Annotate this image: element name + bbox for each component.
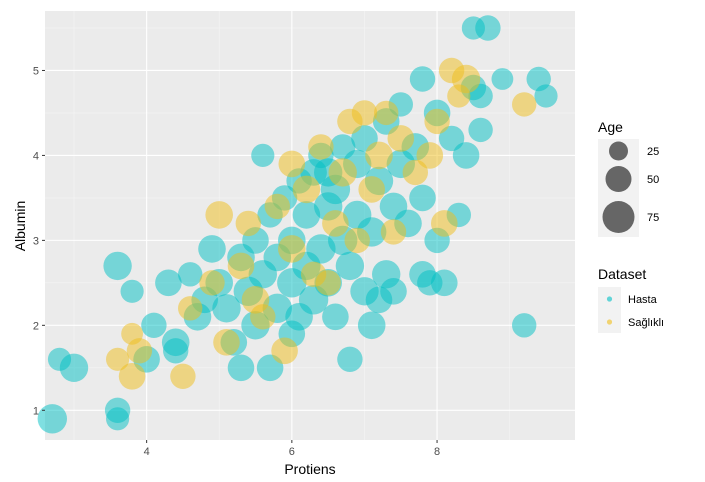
data-point bbox=[416, 142, 444, 169]
color-legend-key-saglikli-icon bbox=[606, 319, 613, 325]
data-point bbox=[409, 66, 436, 92]
data-point bbox=[227, 252, 255, 280]
data-points bbox=[37, 15, 558, 434]
color-legend-key-background bbox=[598, 287, 621, 333]
data-point bbox=[365, 141, 393, 170]
y-tick-label: 4 bbox=[33, 150, 39, 162]
data-point bbox=[103, 251, 132, 281]
color-legend-title: Dataset bbox=[598, 266, 646, 282]
data-point bbox=[278, 150, 306, 178]
data-point bbox=[271, 337, 298, 365]
data-point bbox=[241, 286, 270, 314]
data-point bbox=[264, 193, 290, 220]
data-point bbox=[199, 270, 225, 296]
data-point bbox=[357, 311, 386, 340]
data-point bbox=[163, 338, 189, 364]
y-tick-label: 1 bbox=[33, 405, 39, 417]
data-point bbox=[380, 219, 407, 245]
size-legend-key-25-icon bbox=[609, 141, 628, 161]
y-axis: 1 2 3 4 5 bbox=[33, 65, 45, 417]
data-point bbox=[534, 84, 558, 108]
data-point bbox=[491, 68, 514, 90]
data-point bbox=[198, 235, 226, 263]
size-legend-label-75: 75 bbox=[647, 212, 659, 224]
data-point bbox=[251, 143, 275, 167]
data-point bbox=[468, 117, 493, 143]
data-point bbox=[424, 108, 450, 135]
size-legend-key-50-icon bbox=[605, 166, 632, 192]
data-point bbox=[451, 64, 481, 94]
x-axis-title: Protiens bbox=[284, 461, 335, 477]
size-legend: Age 25 50 75 bbox=[598, 119, 659, 237]
x-tick-label: 8 bbox=[434, 446, 440, 458]
data-point bbox=[278, 235, 306, 263]
data-point bbox=[358, 176, 386, 203]
data-point bbox=[178, 296, 203, 321]
data-point bbox=[227, 354, 255, 382]
data-point bbox=[438, 125, 465, 152]
data-point bbox=[292, 201, 321, 229]
data-point bbox=[126, 338, 153, 364]
data-point bbox=[205, 201, 233, 229]
data-point bbox=[409, 184, 436, 212]
data-point bbox=[120, 279, 144, 303]
data-point bbox=[106, 407, 130, 431]
data-point bbox=[351, 100, 378, 126]
data-point bbox=[431, 210, 458, 237]
size-legend-key-75-icon bbox=[602, 201, 635, 233]
data-point bbox=[178, 262, 203, 287]
color-legend-key-hasta-icon bbox=[606, 296, 613, 302]
data-point bbox=[118, 363, 146, 390]
data-point bbox=[235, 210, 261, 237]
data-point bbox=[431, 269, 458, 297]
data-point bbox=[365, 286, 393, 314]
data-point bbox=[37, 404, 67, 434]
data-point bbox=[213, 329, 240, 356]
data-point bbox=[212, 294, 241, 323]
data-point bbox=[335, 251, 365, 281]
data-point bbox=[402, 159, 428, 186]
data-point bbox=[374, 100, 399, 126]
y-tick-label: 5 bbox=[33, 65, 39, 77]
data-point bbox=[337, 346, 363, 372]
data-point bbox=[292, 175, 321, 204]
color-legend-label-saglikli: Sağlıklı bbox=[628, 317, 664, 329]
data-point bbox=[512, 313, 537, 338]
size-legend-label-50: 50 bbox=[647, 174, 659, 186]
data-point bbox=[344, 227, 370, 254]
data-point bbox=[155, 269, 182, 297]
data-point bbox=[322, 303, 349, 331]
data-point bbox=[475, 15, 501, 41]
data-point bbox=[328, 158, 357, 187]
size-legend-title: Age bbox=[598, 119, 623, 135]
color-legend: Dataset Hasta Sağlıklı bbox=[598, 266, 664, 333]
data-point bbox=[141, 312, 167, 338]
x-tick-label: 4 bbox=[144, 446, 150, 458]
size-legend-label-25: 25 bbox=[647, 146, 659, 158]
data-point bbox=[308, 134, 334, 160]
data-point bbox=[322, 210, 349, 237]
data-point bbox=[387, 125, 415, 152]
x-axis: 4 6 8 bbox=[144, 440, 440, 458]
data-point bbox=[106, 347, 130, 371]
data-point bbox=[452, 142, 480, 169]
y-tick-label: 2 bbox=[33, 320, 39, 332]
data-point bbox=[315, 270, 341, 296]
data-point bbox=[59, 353, 89, 382]
data-point bbox=[512, 92, 537, 117]
y-axis-title: Albumin bbox=[12, 201, 28, 252]
color-legend-label-hasta: Hasta bbox=[628, 294, 658, 306]
x-tick-label: 6 bbox=[289, 446, 295, 458]
y-tick-label: 3 bbox=[33, 235, 39, 247]
data-point bbox=[170, 363, 196, 389]
